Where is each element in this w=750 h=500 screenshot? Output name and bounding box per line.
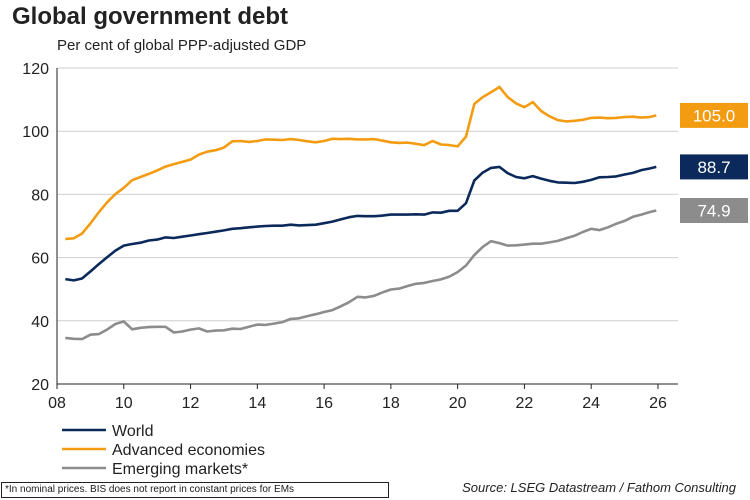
end-value-label-emerging-markets: 74.9 — [697, 202, 730, 221]
y-tick-label: 60 — [31, 251, 49, 268]
x-tick-label: 10 — [115, 395, 133, 412]
legend-label-advanced-economies: Advanced economies — [112, 442, 265, 459]
y-tick-label: 100 — [22, 124, 49, 141]
x-tick-label: 16 — [315, 395, 333, 412]
x-tick-label: 14 — [248, 395, 266, 412]
end-value-badge-emerging-markets — [680, 198, 748, 224]
x-tick-label: 08 — [48, 395, 66, 412]
x-tick-label: 22 — [516, 395, 534, 412]
end-value-label-advanced-economies: 105.0 — [693, 106, 736, 125]
chart-title: Global government debt — [12, 3, 289, 30]
y-tick-label: 20 — [31, 377, 49, 394]
series-line-emerging-markets — [65, 209, 657, 341]
source-note: Source: LSEG Datastream / Fathom Consult… — [462, 480, 736, 495]
legend-label-world: World — [112, 423, 154, 440]
series-line-advanced-economies — [65, 85, 657, 241]
chart-subtitle: Per cent of global PPP-adjusted GDP — [57, 37, 307, 54]
y-tick-label: 80 — [31, 187, 49, 204]
x-tick-label: 24 — [582, 395, 600, 412]
x-tick-label: 18 — [382, 395, 400, 412]
legend-label-emerging-markets: Emerging markets* — [112, 461, 248, 478]
footnote: *In nominal prices. BIS does not report … — [1, 482, 389, 498]
y-tick-label: 40 — [31, 314, 49, 331]
x-tick-label: 26 — [649, 395, 667, 412]
end-value-badge-advanced-economies — [680, 102, 748, 128]
x-tick-label: 12 — [182, 395, 200, 412]
x-tick-label: 20 — [449, 395, 467, 412]
y-tick-label: 120 — [22, 61, 49, 78]
series-line-world — [65, 165, 657, 282]
end-value-badge-world — [680, 154, 748, 180]
end-value-label-world: 88.7 — [697, 158, 730, 177]
